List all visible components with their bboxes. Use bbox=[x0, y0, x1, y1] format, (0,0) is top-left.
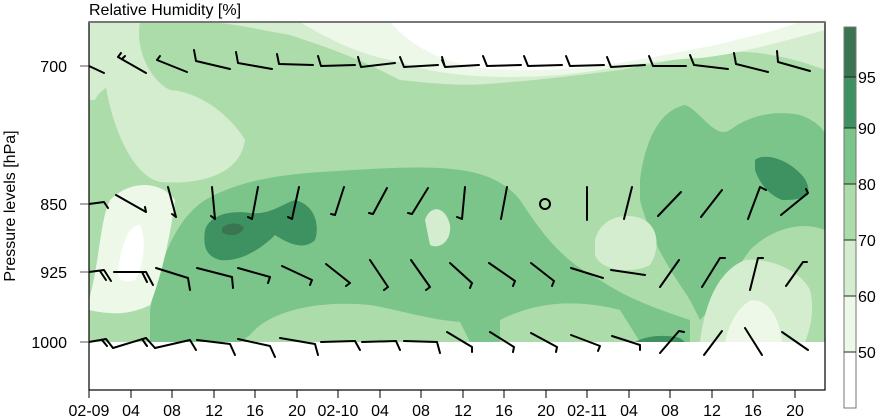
x-tick: 08 bbox=[661, 403, 679, 418]
x-tick: 02-11 bbox=[567, 403, 607, 418]
x-tick: 16 bbox=[246, 403, 264, 418]
wind-barbs-850 bbox=[88, 186, 809, 221]
x-tick: 04 bbox=[122, 403, 140, 418]
x-axis bbox=[88, 390, 796, 398]
y-axis-label: Pressure levels [hPa] bbox=[2, 130, 19, 281]
chart-title: Relative Humidity [%] bbox=[89, 2, 241, 19]
y-tick-850: 850 bbox=[40, 197, 67, 214]
plot-area bbox=[89, 22, 825, 390]
x-tick: 20 bbox=[537, 403, 555, 418]
wind-barbs-700 bbox=[88, 49, 811, 74]
x-tick: 16 bbox=[495, 403, 513, 418]
x-tick: 08 bbox=[412, 403, 430, 418]
x-tick: 16 bbox=[744, 403, 762, 418]
y-tick-925: 925 bbox=[40, 265, 67, 282]
y-tick-700: 700 bbox=[40, 59, 67, 76]
x-tick: 04 bbox=[620, 403, 638, 418]
calm-circle bbox=[539, 198, 552, 210]
colorbar-label-70: 70 bbox=[858, 233, 876, 250]
y-tick-1000: 1000 bbox=[31, 335, 67, 352]
x-tick: 12 bbox=[703, 403, 721, 418]
colorbar-label-90: 90 bbox=[858, 121, 876, 138]
colorbar-label-50: 50 bbox=[858, 345, 876, 362]
colorbar-label-95: 95 bbox=[858, 70, 876, 87]
x-tick: 12 bbox=[205, 403, 223, 418]
x-tick: 04 bbox=[371, 403, 389, 418]
wind-barbs bbox=[88, 49, 811, 358]
x-tick: 20 bbox=[288, 403, 306, 418]
y-axis bbox=[80, 65, 89, 343]
x-tick: 20 bbox=[786, 403, 804, 418]
wind-barbs-1000 bbox=[88, 327, 809, 358]
colorbar-label-60: 60 bbox=[858, 289, 876, 306]
wind-barbs-925 bbox=[88, 257, 808, 291]
rh-filled-contours bbox=[89, 22, 825, 342]
x-tick: 08 bbox=[163, 403, 181, 418]
colorbar bbox=[843, 26, 857, 409]
x-tick: 02-09 bbox=[69, 403, 110, 418]
colorbar-label-80: 80 bbox=[858, 177, 876, 194]
x-tick: 02-10 bbox=[318, 403, 359, 418]
x-tick-labels: 02-09 04 08 12 16 20 02-10 04 08 12 16 2… bbox=[69, 403, 804, 418]
x-tick: 12 bbox=[454, 403, 472, 418]
